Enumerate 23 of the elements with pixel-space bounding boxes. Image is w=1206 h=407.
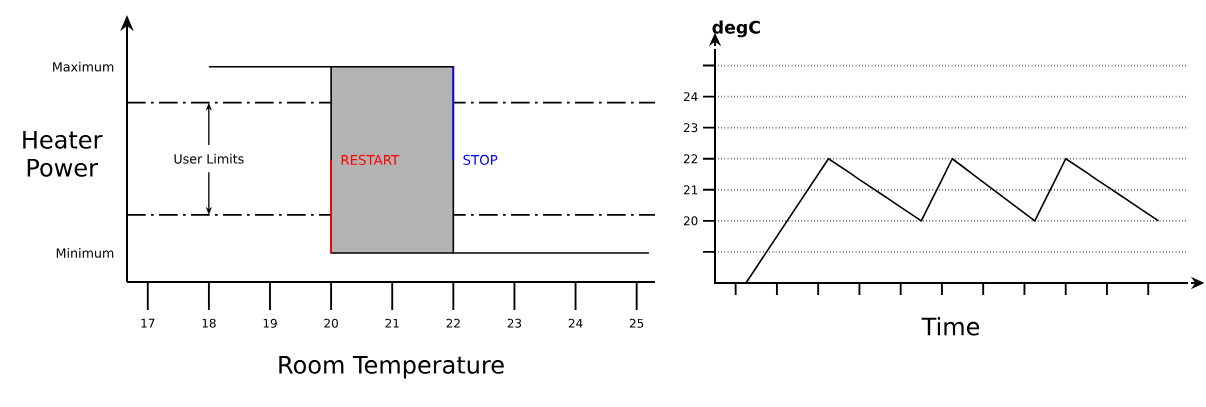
text: Maximum: [53, 61, 114, 72]
series-label: STOP: [463, 154, 498, 165]
x-tick-label: 24: [568, 318, 583, 328]
y-axis-title: Heater Power: [23, 130, 103, 177]
y-tick-label: 21: [683, 185, 698, 195]
annotation: User Limits: [174, 153, 244, 164]
y-tick-label: 22: [683, 154, 698, 164]
x-tick-label: 23: [507, 318, 522, 328]
x-axis-title: Room Temperature: [279, 356, 504, 379]
series-label: RESTART: [341, 154, 400, 165]
x-tick-label: 18: [202, 318, 216, 328]
x-tick-label: 17: [141, 318, 155, 328]
x-axis-title: Time: [921, 317, 980, 336]
x-tick-label: 22: [446, 318, 460, 328]
y-tick-label: 24: [683, 92, 698, 102]
y-tick-label: 20: [683, 216, 698, 226]
x-tick-label: 20: [324, 318, 338, 328]
y-axis-title: degC: [712, 20, 760, 38]
y-tick-label: 23: [683, 123, 698, 133]
x-tick-label: 21: [385, 318, 399, 328]
text: Minimum: [56, 248, 114, 258]
x-tick-label: 25: [629, 318, 644, 328]
x-tick-label: 19: [263, 318, 277, 328]
